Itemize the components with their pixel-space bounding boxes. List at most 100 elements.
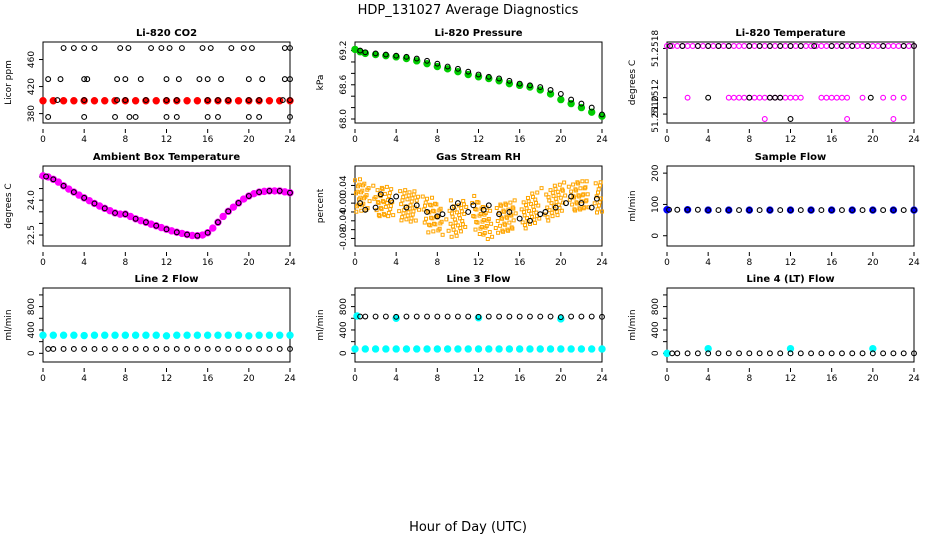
data-point [183, 331, 191, 339]
data-point [122, 76, 129, 83]
data-point [839, 350, 845, 357]
data-point [465, 209, 472, 215]
data-point [50, 345, 57, 352]
data-point [766, 43, 773, 49]
data-point [867, 94, 874, 101]
data-point [245, 97, 252, 104]
x-tick-label: 16 [514, 135, 526, 145]
data-point [114, 97, 121, 104]
x-tick-label: 16 [202, 258, 214, 268]
data-point [593, 195, 600, 202]
data-point [229, 203, 238, 211]
data-point [70, 45, 77, 51]
chart-panel-2: Li-820 Pressure kPa 0 4 8 12 16 20 24 68.0 68.6 69.… [316, 28, 608, 145]
data-point [532, 217, 537, 222]
y-axis-label: degrees C [628, 60, 638, 105]
data-point [595, 210, 599, 215]
series-1 [39, 331, 294, 340]
data-point [583, 199, 588, 204]
data-point [864, 43, 871, 49]
data-point [287, 345, 293, 352]
data-point [465, 313, 472, 320]
data-point [496, 211, 503, 218]
data-point [434, 213, 441, 220]
data-point [859, 207, 866, 214]
data-point [381, 211, 386, 216]
data-point [761, 43, 768, 49]
data-point [380, 198, 385, 203]
y-tick-label: 0 [339, 350, 349, 356]
data-point [173, 114, 180, 120]
data-point [493, 226, 498, 231]
data-point [454, 313, 461, 320]
y-tick-label: 51.2512 [651, 79, 661, 116]
data-point [382, 191, 387, 196]
data-point [429, 203, 434, 208]
data-point [367, 199, 372, 204]
x-tick-label: 20 [867, 258, 879, 268]
data-point [248, 45, 255, 51]
data-point [595, 207, 600, 212]
data-point [811, 43, 818, 49]
data-point [568, 313, 575, 320]
data-point [122, 97, 129, 104]
data-point [588, 313, 595, 320]
x-tick-label: 24 [596, 374, 608, 384]
data-point [461, 198, 466, 203]
data-point [777, 43, 784, 49]
data-point [527, 313, 533, 320]
data-point [875, 43, 881, 49]
data-point [117, 45, 124, 51]
data-point [544, 192, 549, 197]
data-point [405, 213, 410, 218]
data-point [402, 54, 411, 63]
plot-frame [354, 41, 603, 124]
series-1 [351, 312, 606, 353]
data-point [534, 210, 539, 215]
data-point [287, 114, 293, 120]
x-tick-label: 4 [393, 258, 399, 268]
data-point [425, 196, 430, 201]
data-point [823, 94, 830, 101]
y-axis-label: ml/min [4, 309, 14, 340]
data-point [700, 43, 706, 49]
data-point [439, 219, 444, 224]
data-point [766, 207, 773, 214]
data-point [403, 188, 408, 193]
data-point [666, 206, 673, 213]
data-point [81, 97, 88, 104]
y-tick-label: 22.5 [27, 225, 37, 245]
data-point [900, 350, 907, 357]
data-point [756, 207, 763, 214]
data-point [787, 207, 794, 214]
data-point [549, 210, 554, 215]
data-point [70, 345, 77, 352]
data-point [421, 207, 426, 212]
data-point [562, 180, 567, 185]
data-point [91, 345, 98, 352]
data-point [548, 188, 553, 193]
series-2 [45, 345, 293, 352]
data-point [586, 205, 591, 210]
data-point [152, 97, 160, 105]
data-point [91, 45, 98, 51]
data-point [256, 114, 263, 120]
y-axis-label: degrees C [4, 183, 14, 228]
data-point [890, 94, 897, 101]
data-point [869, 207, 876, 214]
data-point [382, 313, 389, 320]
data-point [457, 212, 462, 217]
data-point [446, 228, 451, 233]
data-point [515, 345, 524, 353]
y-tick-label: 200 [651, 164, 661, 181]
data-point [674, 350, 681, 357]
data-point [413, 202, 420, 209]
data-point [142, 97, 149, 104]
data-point [245, 76, 252, 83]
data-point [209, 224, 217, 232]
data-point [60, 45, 67, 51]
data-point [122, 211, 129, 218]
data-point [880, 94, 887, 101]
data-point [163, 114, 170, 120]
